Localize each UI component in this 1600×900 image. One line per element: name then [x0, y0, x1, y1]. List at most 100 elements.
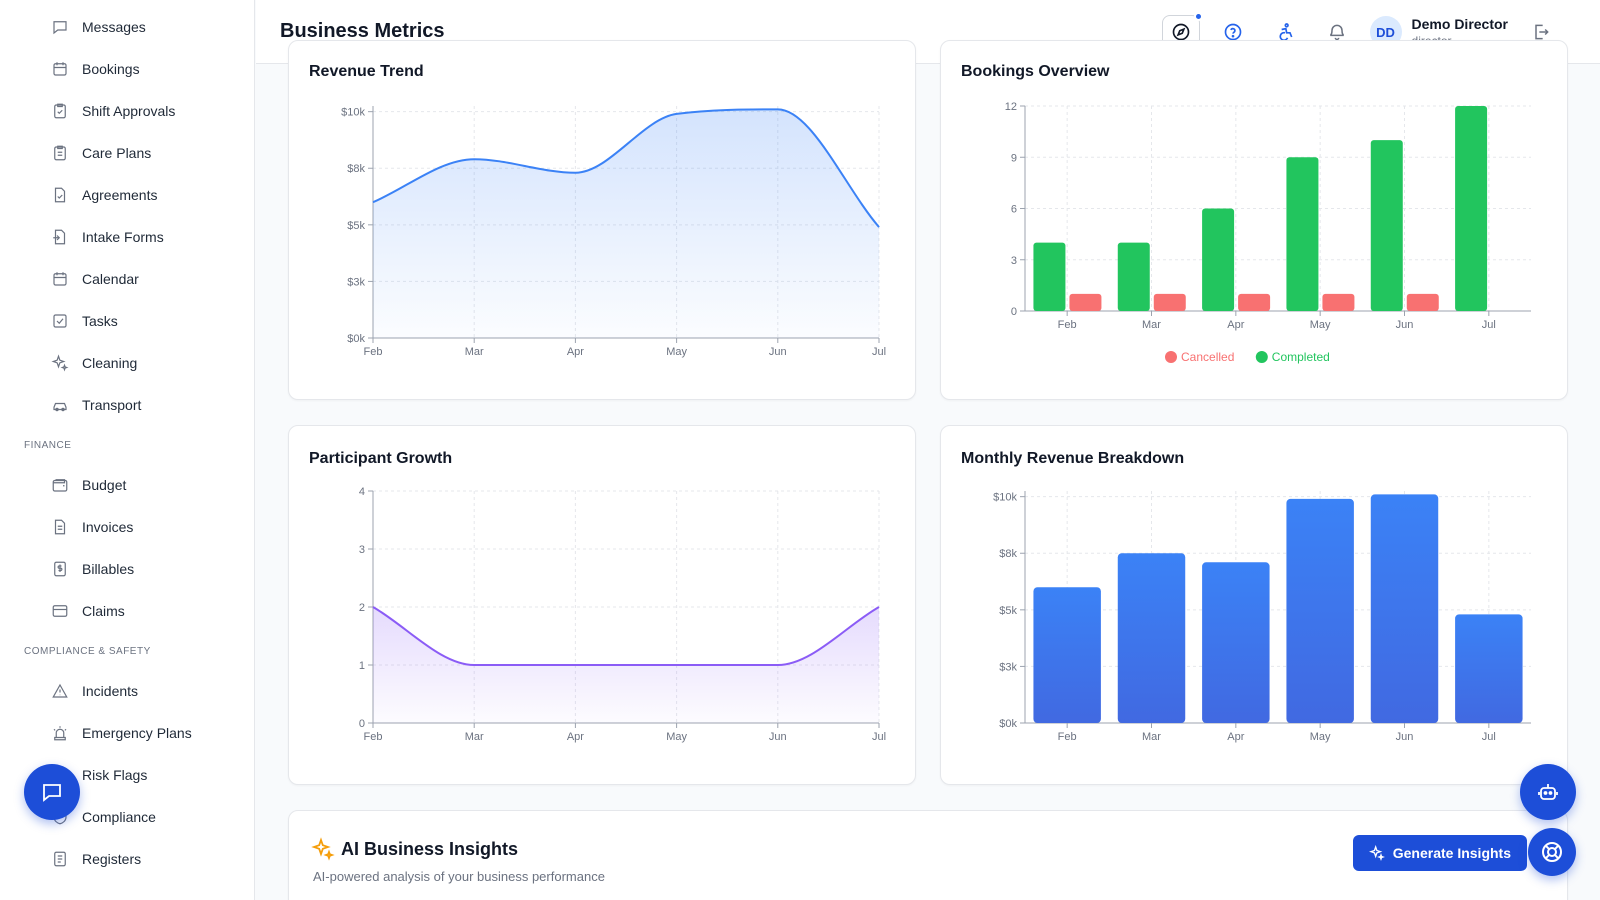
bookings-bar-completed[interactable] — [1286, 157, 1319, 311]
monthly-breakdown-bar[interactable] — [1033, 587, 1101, 723]
car-icon — [50, 395, 70, 415]
monthly-breakdown-bar[interactable] — [1370, 494, 1439, 723]
sidebar-item-label: Care Plans — [82, 145, 152, 161]
assistant-bot-fab[interactable] — [1520, 764, 1576, 820]
participant-growth-chart: 0 1 2 3 4 Feb Mar Apr May Jun Jul — [359, 486, 886, 743]
sidebar-item-cleaning[interactable]: Cleaning — [0, 342, 254, 384]
ai-insights-subtitle: AI-powered analysis of your business per… — [313, 869, 605, 884]
robot-icon — [1538, 784, 1558, 800]
revenue-trend-data-point[interactable] — [468, 153, 480, 165]
revenue-trend-data-point[interactable] — [772, 103, 784, 115]
chat-fab[interactable] — [24, 764, 80, 820]
sidebar-item-agreements[interactable]: Agreements — [0, 174, 254, 216]
sidebar-item-shift-approvals[interactable]: Shift Approvals — [0, 90, 254, 132]
bookings-bar-completed[interactable] — [1370, 140, 1403, 311]
sidebar-item-budget[interactable]: Budget — [0, 464, 254, 506]
sidebar-item-invoices[interactable]: Invoices — [0, 506, 254, 548]
monthly-breakdown-bar[interactable] — [1117, 553, 1186, 723]
help-button[interactable] — [1214, 15, 1252, 49]
legend-label-completed[interactable]: Completed — [1272, 350, 1330, 364]
bookings-bar-cancelled[interactable] — [1406, 293, 1439, 311]
legend-label-cancelled[interactable]: Cancelled — [1181, 350, 1234, 364]
sidebar-item-bookings[interactable]: Bookings — [0, 48, 254, 90]
bookings-y-tick-label: 3 — [1011, 255, 1017, 267]
page-title: Business Metrics — [280, 20, 445, 42]
revenue-trend-area — [373, 109, 879, 339]
accessibility-button[interactable] — [1266, 15, 1304, 49]
participant-growth-x-tick-label: May — [666, 731, 687, 743]
bookings-bar-cancelled[interactable] — [1238, 293, 1271, 311]
siren-icon — [50, 723, 70, 743]
bookings-x-tick-label: Apr — [1227, 319, 1244, 331]
participant-growth-data-point[interactable] — [671, 659, 683, 671]
sidebar-item-label: Claims — [82, 603, 125, 619]
monthly-breakdown-title: Monthly Revenue Breakdown — [961, 450, 1185, 467]
logout-button[interactable] — [1522, 15, 1560, 49]
support-fab[interactable] — [1528, 828, 1576, 876]
sidebar-item-registers[interactable]: Registers — [0, 838, 254, 880]
sidebar-item-emergency-plans[interactable]: Emergency Plans — [0, 712, 254, 754]
bookings-bar-completed[interactable] — [1202, 208, 1235, 312]
sidebar-item-care-plans[interactable]: Care Plans — [0, 132, 254, 174]
file-import-icon — [50, 227, 70, 247]
bookings-overview-title: Bookings Overview — [961, 63, 1110, 80]
monthly-breakdown-x-tick-label: Apr — [1227, 731, 1244, 743]
participant-growth-card: Participant Growth 0 1 2 3 4 Feb Mar Apr May Jun J… — [288, 425, 916, 785]
monthly-breakdown-x-tick-label: Mar — [1142, 731, 1161, 743]
sidebar-item-intake-forms[interactable]: Intake Forms — [0, 216, 254, 258]
sidebar-item-label: Calendar — [82, 271, 139, 287]
sidebar-item-label: Shift Approvals — [82, 103, 176, 119]
revenue-trend-x-tick-label: Jul — [872, 346, 886, 358]
revenue-trend-y-tick-label: $5k — [347, 220, 365, 232]
revenue-trend-data-point[interactable] — [671, 108, 683, 120]
bookings-overview-card: Bookings Overview 0 3 6 9 12 Feb Mar Apr May Jun J… — [940, 40, 1568, 400]
sidebar-item-label: Intake Forms — [82, 229, 164, 245]
bookings-bar-completed[interactable] — [1455, 106, 1488, 311]
bookings-bar-completed[interactable] — [1033, 242, 1066, 311]
notifications-button[interactable] — [1318, 15, 1356, 49]
message-icon — [50, 17, 70, 37]
sidebar-item-label: Registers — [82, 851, 142, 867]
sidebar-item-tasks[interactable]: Tasks — [0, 300, 254, 342]
sidebar-item-messages[interactable]: Messages — [0, 6, 254, 48]
sidebar-item-transport[interactable]: Transport — [0, 384, 254, 426]
monthly-breakdown-bar[interactable] — [1202, 562, 1270, 723]
participant-growth-data-point[interactable] — [873, 601, 885, 613]
participant-growth-data-point[interactable] — [772, 659, 784, 671]
sidebar-item-incidents[interactable]: Incidents — [0, 670, 254, 712]
monthly-breakdown-y-tick-label: $0k — [999, 718, 1017, 730]
sidebar-item-label: Cleaning — [82, 355, 138, 371]
generate-insights-label: Generate Insights — [1392, 845, 1511, 861]
bookings-y-tick-label: 12 — [1005, 101, 1017, 113]
participant-growth-data-point[interactable] — [569, 659, 581, 671]
bookings-bar-cancelled[interactable] — [1322, 293, 1355, 311]
generate-insights-button[interactable]: Generate Insights — [1352, 835, 1527, 871]
sidebar-item-claims[interactable]: Claims — [0, 590, 254, 632]
bookings-x-tick-label: Feb — [1058, 319, 1077, 331]
bookings-bar-cancelled[interactable] — [1153, 293, 1186, 311]
sparkles-icon — [50, 353, 70, 373]
participant-growth-y-tick-label: 1 — [359, 660, 365, 672]
participant-growth-y-tick-label: 3 — [359, 544, 365, 556]
monthly-breakdown-bar[interactable] — [1286, 498, 1354, 723]
sidebar-item-billables[interactable]: Billables — [0, 548, 254, 590]
revenue-trend-data-point[interactable] — [873, 221, 885, 233]
sidebar-item-label: Compliance — [82, 809, 156, 825]
calendar-icon — [50, 269, 70, 289]
bookings-bar-completed[interactable] — [1117, 242, 1150, 311]
revenue-trend-data-point[interactable] — [367, 196, 379, 208]
participant-growth-data-point[interactable] — [468, 659, 480, 671]
participant-growth-data-point[interactable] — [367, 601, 379, 613]
revenue-trend-series-line[interactable] — [372, 108, 880, 228]
revenue-trend-data-point[interactable] — [569, 167, 581, 179]
participant-growth-title: Participant Growth — [309, 450, 453, 467]
participant-growth-series-line[interactable] — [372, 606, 880, 666]
monthly-breakdown-bar[interactable] — [1455, 614, 1523, 723]
sidebar-item-calendar[interactable]: Calendar — [0, 258, 254, 300]
logout-icon — [1535, 24, 1549, 40]
user-name: Demo Director — [1411, 16, 1508, 32]
monthly-breakdown-y-tick-label: $8k — [999, 548, 1017, 560]
sidebar-section-compliance: COMPLIANCE & SAFETY — [24, 645, 151, 657]
bookings-bar-cancelled[interactable] — [1069, 293, 1102, 311]
participant-growth-y-tick-label: 4 — [359, 486, 365, 498]
